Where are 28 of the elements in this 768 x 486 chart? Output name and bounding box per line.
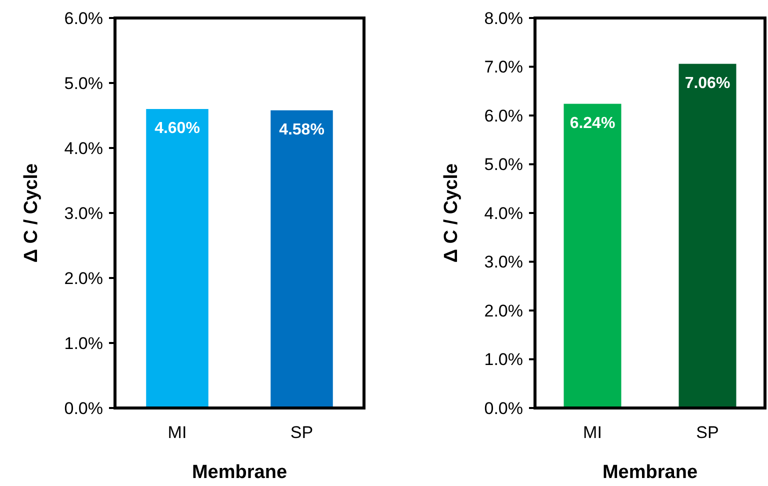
y-tick-label: 4.0%	[64, 138, 103, 158]
data-label: 4.58%	[279, 121, 324, 138]
y-tick-label: 2.0%	[484, 301, 523, 320]
y-tick-label: 3.0%	[64, 204, 103, 223]
y-tick-label: 7.0%	[484, 58, 523, 77]
y-tick-label: 6.0%	[484, 106, 523, 126]
y-tick-label: 6.0%	[64, 8, 103, 28]
y-tick-label: 0.0%	[484, 398, 523, 418]
x-tick-label: SP	[696, 423, 719, 442]
y-tick-label: 2.0%	[64, 268, 103, 288]
x-axis-title: Membrane	[602, 462, 698, 483]
x-tick-label: SP	[290, 423, 314, 442]
y-tick-label: 4.0%	[484, 204, 523, 223]
data-label: 4.60%	[154, 120, 200, 137]
x-tick-label: MI	[168, 423, 187, 442]
y-tick-label: 5.0%	[64, 74, 103, 93]
y-tick-label: 5.0%	[484, 155, 523, 174]
y-tick-label: 0.0%	[64, 398, 103, 418]
y-axis-title: Δ C / Cycle	[441, 163, 462, 263]
y-tick-label: 1.0%	[64, 334, 103, 353]
x-axis-title: Membrane	[192, 462, 288, 483]
y-tick-label: 3.0%	[484, 252, 523, 272]
data-label: 6.24%	[570, 114, 616, 132]
x-tick-label: MI	[583, 423, 602, 442]
y-axis-title: Δ C / Cycle	[21, 163, 42, 263]
y-tick-label: 1.0%	[484, 350, 523, 370]
y-tick-label: 8.0%	[484, 8, 523, 28]
data-label: 7.06%	[684, 74, 730, 92]
